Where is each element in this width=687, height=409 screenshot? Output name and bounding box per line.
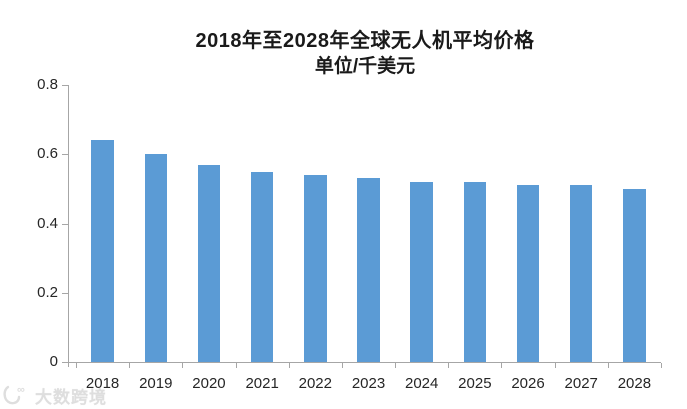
x-tickmark (182, 363, 184, 368)
x-tickmark (288, 363, 290, 368)
x-tickmark (235, 363, 237, 368)
y-tickmark (62, 362, 68, 363)
x-tickmark (554, 363, 556, 368)
x-tick-label: 2023 (351, 375, 386, 392)
x-tick-label: 2020 (192, 375, 226, 392)
y-tickmark (62, 154, 68, 156)
x-tick-label: 2018 (85, 375, 120, 392)
x-tick-label: 2024 (404, 375, 439, 392)
bar-2023 (357, 178, 380, 362)
x-tickmark (661, 363, 662, 368)
x-tick-label: 2019 (139, 375, 173, 392)
x-tickmark (448, 363, 450, 368)
y-tick-label: 0 (49, 353, 58, 370)
bar-2020 (197, 164, 221, 362)
y-tick-label: 0.8 (37, 76, 58, 93)
y-tick-label: 0.6 (37, 145, 58, 163)
x-tickmark (76, 363, 77, 368)
bar-2026 (516, 185, 540, 362)
y-axis-line (68, 85, 69, 367)
y-tickmark (62, 85, 68, 86)
x-tickmark (129, 363, 131, 368)
bar-2021 (250, 171, 274, 362)
bar-2028 (623, 188, 646, 362)
bar-2024 (410, 181, 433, 362)
bar-2019 (144, 154, 168, 362)
x-tick-label: 2022 (298, 375, 332, 392)
chart-subtitle: 单位/千美元 (314, 56, 416, 77)
y-tickmark (62, 292, 68, 294)
y-tick-label: 0.4 (37, 214, 58, 232)
bar-2027 (569, 185, 593, 362)
chart-title: 2018年至2028年全球无人机平均价格 (195, 30, 535, 52)
y-tick-label: 0.2 (37, 283, 58, 301)
x-tickmark (395, 363, 397, 368)
bar-2025 (463, 181, 487, 362)
x-tick-label: 2025 (458, 375, 492, 392)
x-tick-label: 2027 (564, 375, 598, 392)
x-tick-label: 2028 (617, 375, 652, 392)
bar-2018 (91, 140, 114, 362)
x-tickmark (607, 363, 609, 368)
bar-2022 (304, 175, 327, 362)
x-tickmark (341, 363, 343, 368)
x-tick-label: 2026 (511, 375, 545, 392)
x-axis-line (62, 362, 661, 363)
x-tick-label: 2021 (245, 375, 279, 392)
x-tickmark (501, 363, 503, 368)
y-tickmark (62, 223, 68, 225)
